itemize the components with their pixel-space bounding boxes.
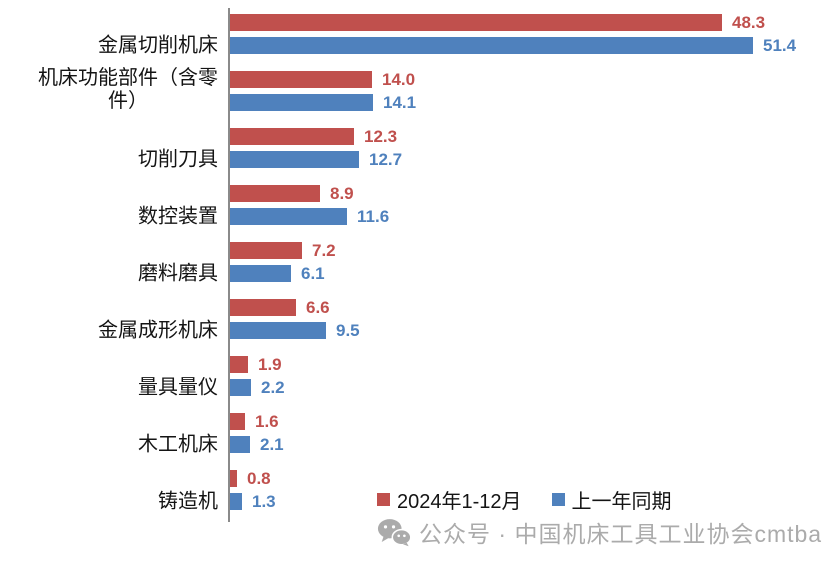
bar-prev-year [229, 379, 251, 396]
bar-current-period [229, 242, 302, 259]
bar-row-prev-year: 2.1 [229, 434, 284, 454]
value-label-current-period: 12.3 [364, 126, 398, 146]
value-label-prev-year: 1.3 [252, 491, 276, 511]
chart-category-group: 量具量仪 1.9 2.2 [0, 350, 834, 407]
bar-row-prev-year: 9.5 [229, 320, 360, 340]
category-label-area: 磨料磨具 [0, 236, 218, 293]
category-label-area: 切削刀具 [0, 122, 218, 179]
category-label-area: 金属切削机床 [0, 8, 218, 65]
value-label-current-period: 1.9 [258, 354, 282, 374]
bar-row-current-period: 1.9 [229, 354, 282, 374]
watermark: 公众号 · 中国机床工具工业协会cmtba [377, 515, 822, 549]
value-label-current-period: 7.2 [312, 240, 336, 260]
bar-row-current-period: 1.6 [229, 411, 279, 431]
legend-label-current-period: 2024年1-12月 [397, 491, 522, 513]
category-label: 木工机床 [138, 433, 218, 456]
value-label-prev-year: 2.1 [260, 434, 284, 454]
value-label-prev-year: 6.1 [301, 263, 325, 283]
chart-category-group: 切削刀具 12.3 12.7 [0, 122, 834, 179]
value-label-prev-year: 11.6 [357, 206, 390, 226]
legend-item-current-period: 2024年1-12月 [377, 485, 522, 514]
category-label: 磨料磨具 [138, 262, 218, 285]
category-label: 机床功能部件（含零 件） [38, 67, 218, 112]
legend-swatch-current-period [377, 493, 390, 506]
bar-prev-year [229, 94, 373, 111]
bar-row-prev-year: 14.1 [229, 92, 417, 112]
chart-category-group: 金属切削机床 48.3 51.4 [0, 8, 834, 65]
category-label: 金属成形机床 [98, 319, 218, 342]
bar-prev-year [229, 436, 250, 453]
wechat-icon [377, 518, 411, 546]
watermark-text: 公众号 · 中国机床工具工业协会cmtba [419, 521, 823, 547]
legend-item-prev-year: 上一年同期 [551, 485, 672, 514]
bar-prev-year [229, 493, 242, 510]
chart-category-group: 机床功能部件（含零 件） 14.0 14.1 [0, 65, 834, 122]
bar-prev-year [229, 151, 359, 168]
bar-row-current-period: 6.6 [229, 297, 330, 317]
bar-row-prev-year: 12.7 [229, 149, 403, 169]
bar-prev-year [229, 265, 291, 282]
bar-current-period [229, 14, 722, 31]
bar-prev-year [229, 322, 326, 339]
chart-category-group: 铸造机 0.8 1.3 [0, 464, 834, 521]
value-label-current-period: 6.6 [306, 297, 330, 317]
value-label-prev-year: 9.5 [336, 320, 360, 340]
bar-row-prev-year: 11.6 [229, 206, 390, 226]
category-label-area: 机床功能部件（含零 件） [0, 65, 218, 122]
bar-row-current-period: 14.0 [229, 69, 416, 89]
bar-current-period [229, 128, 354, 145]
bar-row-current-period: 7.2 [229, 240, 336, 260]
category-label-area: 木工机床 [0, 407, 218, 464]
bar-chart-plot-area: 金属切削机床 48.3 51.4 机床功能部件（含零 件） 14.0 14.1 [0, 8, 834, 521]
bar-prev-year [229, 37, 753, 54]
value-label-prev-year: 51.4 [763, 35, 797, 55]
bar-row-prev-year: 2.2 [229, 377, 285, 397]
bar-row-current-period: 8.9 [229, 183, 354, 203]
value-label-prev-year: 2.2 [261, 377, 285, 397]
bar-row-prev-year: 51.4 [229, 35, 797, 55]
chart-category-group: 数控装置 8.9 11.6 [0, 179, 834, 236]
bar-current-period [229, 356, 248, 373]
value-label-current-period: 0.8 [247, 468, 271, 488]
category-label: 铸造机 [158, 490, 218, 513]
legend: 2024年1-12月 上一年同期 [377, 485, 672, 514]
bar-row-prev-year: 6.1 [229, 263, 325, 283]
category-label-area: 铸造机 [0, 464, 218, 521]
bar-prev-year [229, 208, 347, 225]
category-label: 切削刀具 [138, 148, 218, 171]
bar-row-current-period: 0.8 [229, 468, 271, 488]
value-label-prev-year: 14.1 [383, 92, 417, 112]
category-label-area: 量具量仪 [0, 350, 218, 407]
category-label-area: 金属成形机床 [0, 293, 218, 350]
value-label-current-period: 8.9 [330, 183, 354, 203]
chart-category-group: 金属成形机床 6.6 9.5 [0, 293, 834, 350]
y-axis-line [228, 8, 230, 522]
legend-swatch-prev-year [551, 493, 565, 506]
category-label: 金属切削机床 [98, 34, 218, 57]
chart-category-group: 木工机床 1.6 2.1 [0, 407, 834, 464]
category-label-area: 数控装置 [0, 179, 218, 236]
bar-current-period [229, 71, 372, 88]
chart-category-group: 磨料磨具 7.2 6.1 [0, 236, 834, 293]
value-label-current-period: 48.3 [732, 12, 766, 32]
bar-current-period [229, 470, 237, 487]
bar-row-current-period: 12.3 [229, 126, 398, 146]
category-label: 数控装置 [138, 205, 218, 228]
value-label-prev-year: 12.7 [369, 149, 403, 169]
category-label: 量具量仪 [138, 376, 218, 399]
bar-row-prev-year: 1.3 [229, 491, 276, 511]
legend-label-prev-year: 上一年同期 [571, 491, 672, 513]
bar-current-period [229, 413, 245, 430]
bar-row-current-period: 48.3 [229, 12, 766, 32]
value-label-current-period: 14.0 [382, 69, 416, 89]
bar-current-period [229, 299, 296, 316]
bar-current-period [229, 185, 320, 202]
value-label-current-period: 1.6 [255, 411, 279, 431]
